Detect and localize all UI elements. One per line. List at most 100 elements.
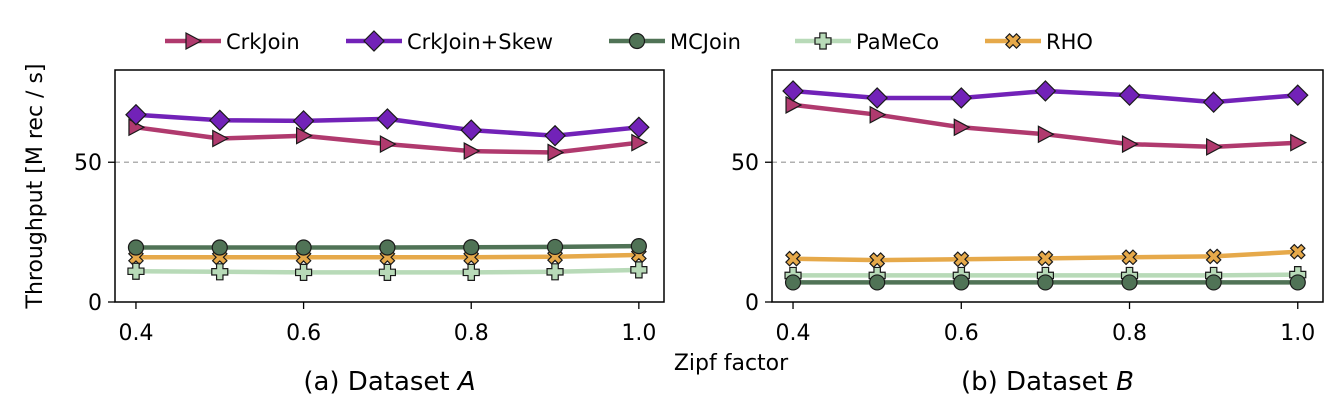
data-point-crkjoin-skew (950, 87, 973, 109)
data-point-pameco (462, 263, 480, 281)
data-point-rho (1289, 243, 1306, 260)
series-pameco (127, 261, 648, 281)
x-tick-label: 0.6 (944, 321, 979, 346)
data-point-crkjoin-skew (1118, 84, 1141, 107)
data-point-crkjoin-skew (544, 124, 566, 147)
legend-marker-rho (1005, 33, 1021, 49)
data-point-mcjoin (869, 274, 886, 291)
data-point-crkjoin-skew (866, 87, 889, 109)
data-point-mcjoin (463, 239, 480, 256)
legend-label-mcjoin: MCJoin (670, 30, 741, 54)
series-crkjoin (128, 118, 649, 162)
series-line-crkjoin (792, 102, 1298, 150)
data-point-mcjoin (630, 237, 647, 255)
data-point-crkjoin (463, 142, 481, 161)
data-point-mcjoin (211, 239, 228, 256)
data-point-rho-shape (1289, 243, 1306, 260)
legend-label-pameco: PaMeCo (856, 30, 939, 54)
data-point-crkjoin-skew (125, 103, 147, 126)
data-point-mcjoin (953, 274, 970, 291)
plot-frame (114, 69, 665, 303)
data-point-mcjoin (127, 239, 145, 256)
legend-item-mcjoin: MCJoin (609, 30, 741, 54)
data-point-mcjoin (546, 238, 564, 256)
data-point-crkjoin-skew (292, 110, 315, 132)
data-point-crkjoin-skew (208, 109, 231, 132)
y-axis-label: Throughput [M rec / s] (23, 64, 48, 310)
data-point-crkjoin (1290, 133, 1308, 152)
legend-item-rho: RHO (985, 30, 1093, 54)
y-tick-label: 0 (88, 291, 102, 316)
data-point-mcjoin (1289, 274, 1306, 291)
y-tick-label: 50 (731, 151, 759, 176)
x-axis-label: Zipf factor (674, 351, 789, 376)
data-point-rho-shape (1121, 249, 1138, 266)
legend-marker-mcjoin (628, 32, 646, 50)
panel-title-prefix: (a) Dataset (303, 367, 458, 397)
y-tick-label: 0 (745, 291, 759, 316)
panel-title-prefix: (b) Dataset (961, 367, 1116, 397)
x-tick-label: 1.0 (621, 321, 656, 346)
series-crkjoin-skew (782, 80, 1309, 113)
data-point-pameco (546, 263, 564, 281)
data-point-rho-shape (1205, 248, 1222, 265)
x-tick-label: 0.4 (776, 321, 811, 346)
panel-title: (b) Dataset B (961, 367, 1134, 397)
x-tick-label: 0.4 (118, 321, 153, 346)
data-point-crkjoin (631, 133, 649, 152)
series-crkjoin-skew (125, 103, 650, 147)
data-point-rho-shape (1037, 250, 1054, 267)
data-point-crkjoin-skew (628, 116, 650, 139)
data-point-rho (953, 251, 970, 268)
legend-label-crkjoin-skew: CrkJoin+Skew (407, 30, 553, 54)
data-point-mcjoin (1205, 274, 1222, 291)
data-point-crkjoin (295, 126, 313, 145)
data-point-crkjoin (1121, 135, 1139, 154)
data-point-rho-shape (785, 250, 802, 267)
legend-label-rho: RHO (1046, 30, 1093, 54)
series-rho (785, 243, 1306, 269)
data-point-rho (785, 250, 802, 267)
data-point-mcjoin (784, 274, 802, 291)
legend-label-crkjoin: CrkJoin (226, 30, 300, 54)
data-point-crkjoin-skew (782, 80, 804, 102)
panel-dataset-a: 0.4 0.6 0.8 1.0 0 50 (a) Dataset A (74, 69, 665, 397)
data-point-rho (1121, 249, 1138, 266)
legend-marker-pameco (814, 32, 832, 50)
data-point-crkjoin-skew (460, 119, 483, 141)
data-point-pameco (294, 263, 313, 281)
data-point-pameco (211, 263, 229, 281)
x-tick-label: 0.8 (454, 321, 489, 346)
x-tick-label: 0.6 (286, 321, 321, 346)
legend-item-crkjoin-skew: CrkJoin+Skew (346, 30, 553, 54)
data-point-pameco (378, 263, 397, 281)
data-point-crkjoin-skew (1202, 91, 1225, 113)
plot-frame (771, 69, 1324, 303)
data-point-rho-shape (953, 251, 970, 268)
panel-title-variable: B (1116, 367, 1134, 397)
data-point-crkjoin (869, 105, 887, 124)
series-crkjoin (785, 95, 1308, 156)
data-point-rho (1205, 248, 1222, 265)
legend-marker-crkjoin (185, 32, 203, 50)
data-point-mcjoin (1037, 274, 1054, 291)
data-point-mcjoin (1121, 274, 1138, 291)
panel-title-variable: A (456, 367, 476, 397)
data-point-crkjoin-skew (1034, 80, 1057, 102)
series-mcjoin (784, 274, 1306, 291)
legend: CrkJoin CrkJoin+Skew MCJoin PaMeCo RHO (165, 30, 1093, 54)
data-point-crkjoin-skew (376, 108, 399, 130)
data-point-crkjoin (1037, 125, 1055, 144)
data-point-crkjoin (547, 143, 565, 162)
data-point-rho (1037, 250, 1054, 267)
legend-item-crkjoin: CrkJoin (165, 30, 300, 54)
legend-marker-rho-shape (1005, 33, 1021, 49)
y-tick-label: 50 (74, 151, 102, 176)
data-point-crkjoin (212, 129, 230, 148)
data-point-crkjoin (379, 135, 397, 154)
data-point-crkjoin (953, 118, 971, 137)
data-point-crkjoin (1206, 137, 1223, 156)
legend-item-pameco: PaMeCo (795, 30, 939, 54)
legend-marker-crkjoin-skew (363, 30, 385, 52)
